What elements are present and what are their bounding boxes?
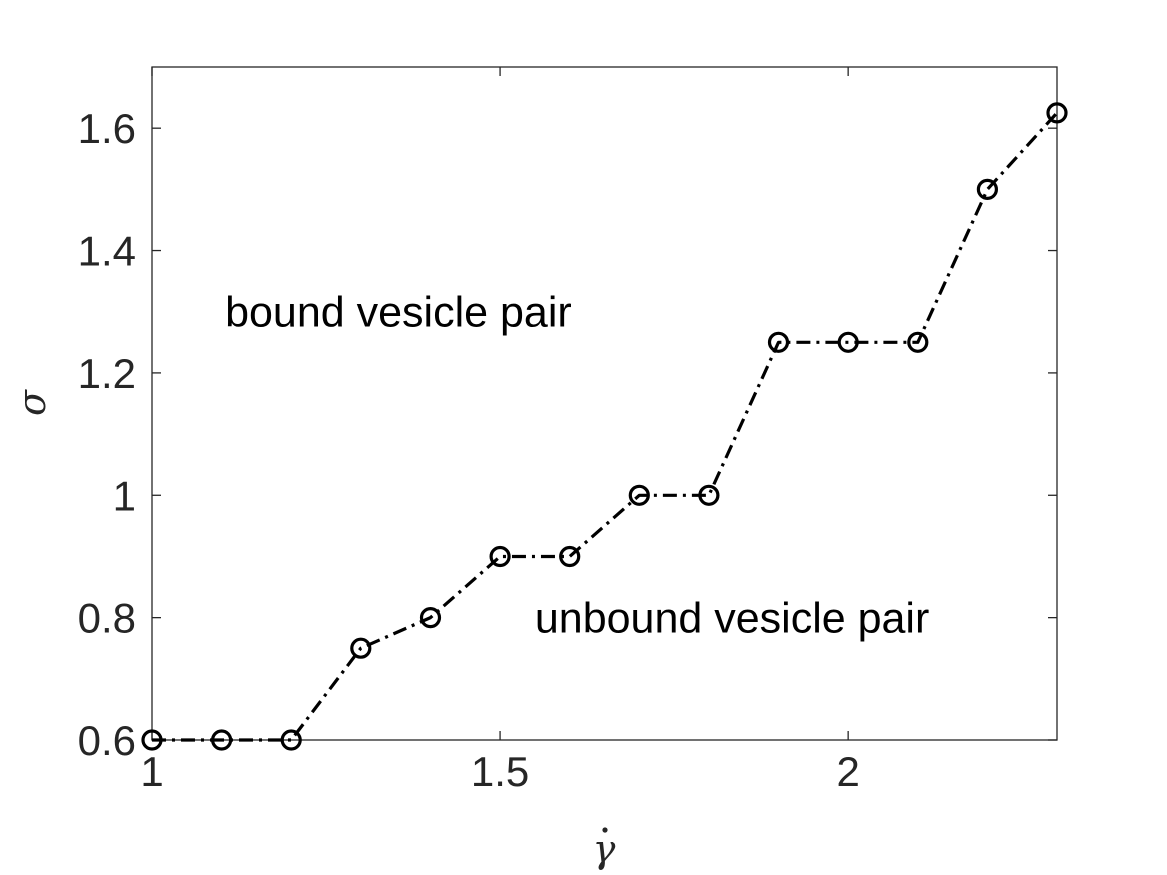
data-point <box>628 484 650 506</box>
data-point <box>141 729 163 751</box>
data-point <box>350 637 372 659</box>
y-tick-label: 1 <box>113 472 136 519</box>
annotation-label: unbound vesicle pair <box>535 595 929 643</box>
data-point <box>559 545 581 568</box>
y-axis-label: σ <box>10 389 54 416</box>
y-tick-label: 0.6 <box>78 717 136 764</box>
annotation-label: bound vesicle pair <box>225 289 572 337</box>
data-point <box>767 331 790 353</box>
y-tick-label: 1.4 <box>78 228 136 275</box>
series-layer <box>141 102 1068 751</box>
y-tick-label: 1.2 <box>78 350 136 397</box>
data-point <box>698 484 720 506</box>
x-axis-label: γ <box>593 827 616 871</box>
data-point <box>280 729 302 751</box>
y-tick-label: 1.6 <box>78 105 136 152</box>
annotations: bound vesicle pair unbound vesicle pair <box>225 289 929 643</box>
x-tick-label: 2 <box>836 748 859 795</box>
data-point <box>976 178 999 200</box>
x-tick-label: 1 <box>140 748 163 795</box>
x-tick-label: 1.5 <box>471 748 529 795</box>
plot-area-frame <box>151 66 1058 741</box>
data-point <box>419 606 442 629</box>
data-point <box>1046 102 1068 124</box>
data-point <box>907 331 929 353</box>
y-tick-label: 0.8 <box>78 595 136 642</box>
data-point <box>489 545 511 568</box>
x-axis-label-dot <box>602 827 608 833</box>
data-point <box>211 729 233 751</box>
data-point <box>837 331 859 353</box>
tick-labels: 1 1.5 2 0.6 0.8 1 1.2 1.4 1.6 <box>78 105 860 795</box>
series-line <box>152 111 1059 742</box>
